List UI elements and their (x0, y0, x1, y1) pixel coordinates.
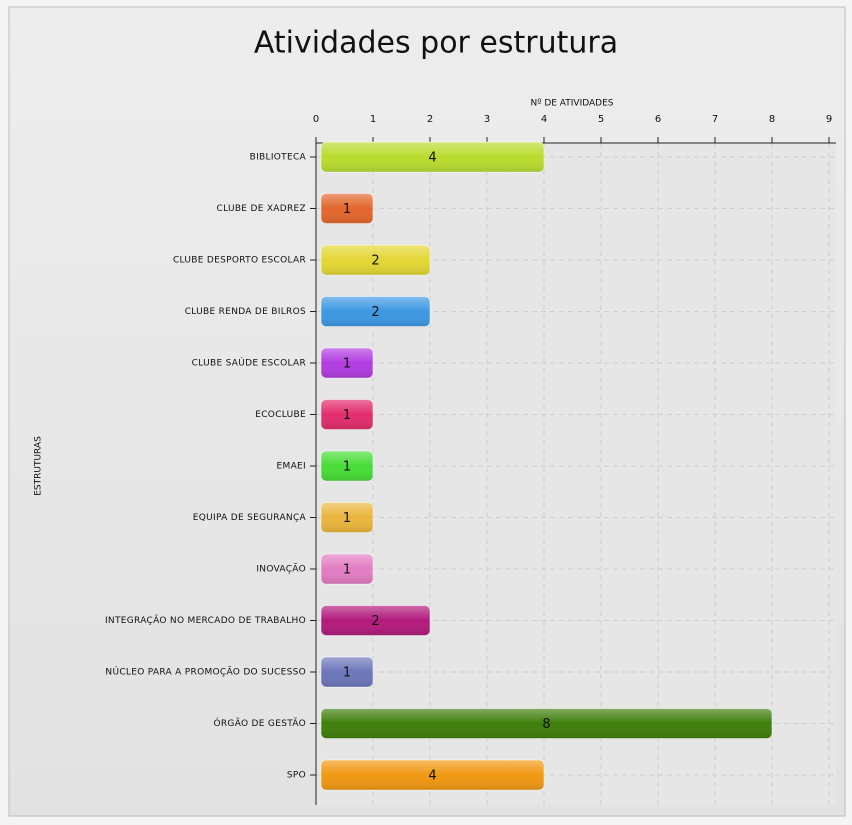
y-axis-label: ESTRUTURAS (34, 436, 44, 496)
x-tick-label: 1 (370, 114, 376, 125)
y-tick-label: CLUBE SAÚDE ESCOLAR (192, 357, 306, 369)
value-label: 2 (371, 254, 379, 269)
bar-shine (321, 554, 373, 584)
y-tick-label: CLUBE DESPORTO ESCOLAR (173, 256, 306, 266)
y-tick-label: ÓRGÃO DE GESTÃO (214, 717, 307, 729)
plot-area (316, 143, 836, 805)
bar-shine (321, 708, 772, 739)
bar-shine (321, 399, 373, 430)
bar-shine (321, 296, 430, 327)
value-label: 2 (371, 614, 379, 629)
y-tick-label: CLUBE RENDA DE BILROS (185, 307, 306, 317)
bar-shine (321, 657, 373, 687)
bar-shine (321, 245, 430, 275)
x-tick-label: 0 (313, 114, 319, 125)
x-tick-label: 3 (484, 114, 490, 125)
chart-title: Atividades por estrutura (254, 26, 618, 61)
x-tick-label: 2 (427, 114, 433, 125)
x-tick-label: 4 (541, 114, 547, 125)
y-tick-label: EQUIPA DE SEGURANÇA (193, 513, 307, 523)
bar-shine (321, 451, 373, 481)
bar-shine (321, 605, 430, 636)
value-label: 1 (343, 202, 351, 217)
x-tick-label: 5 (598, 114, 604, 125)
x-tick-label: 8 (769, 114, 775, 125)
value-label: 1 (343, 460, 351, 475)
x-tick-label: 6 (655, 114, 661, 125)
value-label: 1 (343, 563, 351, 578)
y-tick-label: BIBLIOTECA (250, 153, 307, 163)
value-label: 1 (343, 408, 351, 423)
x-tick-label: 9 (826, 114, 832, 125)
value-label: 4 (428, 151, 436, 166)
x-tick-label: 7 (712, 114, 718, 125)
value-label: 1 (343, 357, 351, 372)
bar-shine (321, 760, 544, 790)
y-tick-label: EMAEI (277, 462, 306, 472)
bar-shine (321, 142, 544, 172)
y-tick-label: ECOCLUBE (255, 410, 306, 420)
y-tick-label: NÚCLEO PARA A PROMOÇÃO DO SUCESSO (105, 666, 306, 678)
y-tick-label: INTEGRAÇÃO NO MERCADO DE TRABALHO (105, 615, 306, 626)
value-label: 8 (542, 717, 550, 732)
value-label: 4 (428, 769, 436, 784)
y-tick-label: SPO (287, 771, 306, 781)
value-label: 1 (343, 666, 351, 681)
y-tick-label: CLUBE DE XADREZ (217, 204, 307, 214)
bar-shine (321, 348, 373, 378)
x-axis-label: Nº DE ATIVIDADES (531, 99, 614, 109)
y-tick-label: INOVAÇÃO (256, 564, 306, 575)
bar-shine (321, 193, 373, 224)
bar-shine (321, 502, 373, 533)
value-label: 2 (371, 305, 379, 320)
value-label: 1 (343, 511, 351, 526)
